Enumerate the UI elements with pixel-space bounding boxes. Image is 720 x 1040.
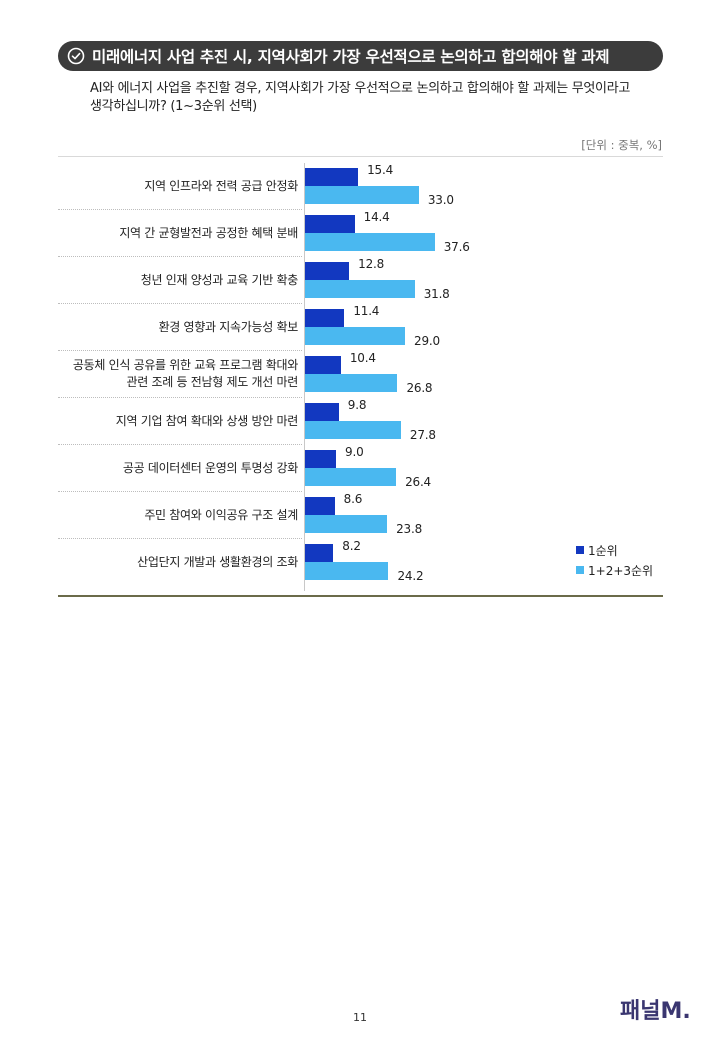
value-label-rank1: 14.4 — [363, 210, 390, 224]
bar-rank1 — [305, 262, 350, 280]
bar-rank123 — [305, 515, 388, 533]
bar-rank1 — [305, 544, 334, 562]
legend-swatch-rank123 — [576, 566, 584, 574]
value-label-rank123: 31.8 — [423, 287, 450, 301]
bar-rank123 — [305, 374, 398, 392]
row-separator — [58, 397, 302, 398]
legend-label-rank1: 1순위 — [588, 543, 618, 558]
legend-label-rank123: 1+2+3순위 — [588, 563, 654, 578]
value-label-rank123: 27.8 — [409, 428, 436, 442]
value-label-rank1: 12.8 — [358, 257, 385, 271]
value-label-rank123: 26.4 — [405, 475, 431, 489]
unit-label: [단위 : 중복, %] — [581, 138, 662, 152]
value-label-rank1: 9.0 — [345, 445, 364, 459]
bar-rank1 — [305, 215, 355, 233]
chart-bottom-rule — [58, 595, 663, 597]
category-label: 지역 간 균형발전과 공정한 혜택 분배 — [119, 225, 298, 240]
value-label-rank123: 29.0 — [414, 334, 440, 348]
value-label-rank123: 23.8 — [396, 522, 423, 536]
value-label-rank1: 10.4 — [349, 351, 376, 365]
page-number: 11 — [353, 1011, 367, 1024]
panel-m-logo-mark: 패널M. — [620, 999, 691, 1024]
value-label-rank1: 9.8 — [347, 398, 367, 412]
bar-rank1 — [305, 450, 337, 468]
title-bar: 미래에너지 사업 추진 시, 지역사회가 가장 우선적으로 논의하고 합의해야 … — [58, 41, 663, 71]
legend-item-rank1: 1순위 — [576, 540, 653, 560]
chart-legend: 1순위 1+2+3순위 — [576, 540, 653, 580]
survey-question: AI와 에너지 사업을 추진할 경우, 지역사회가 가장 우선적으로 논의하고 … — [90, 81, 631, 114]
bar-rank1 — [305, 309, 345, 327]
bar-rank1 — [305, 168, 359, 186]
value-label-rank123: 37.6 — [443, 240, 470, 254]
bar-rank1 — [305, 356, 341, 374]
value-label-rank1: 8.6 — [343, 492, 363, 506]
bar-rank123 — [305, 280, 415, 298]
bar-rank1 — [305, 497, 335, 515]
legend-item-rank123: 1+2+3순위 — [576, 560, 653, 580]
row-separator — [58, 256, 302, 257]
value-label-rank123: 33.0 — [427, 193, 454, 207]
category-label: 공동체 인식 공유를 위한 교육 프로그램 확대와 관련 조례 등 전남형 제도… — [72, 358, 298, 389]
row-separator — [58, 491, 302, 492]
bar-rank123 — [305, 421, 401, 439]
check-circle-icon — [67, 47, 85, 65]
category-label: 청년 인재 양성과 교육 기반 확충 — [140, 272, 299, 287]
value-label-rank123: 24.2 — [397, 569, 424, 583]
panel-m-logo: 패널M. — [620, 994, 706, 1026]
row-separator — [58, 538, 302, 539]
chart-top-rule — [58, 156, 663, 157]
row-separator — [58, 350, 302, 351]
bar-rank123 — [305, 327, 406, 345]
value-label-rank123: 26.8 — [406, 381, 433, 395]
category-label: 환경 영향과 지속가능성 확보 — [158, 319, 299, 334]
chart-title: 미래에너지 사업 추진 시, 지역사회가 가장 우선적으로 논의하고 합의해야 … — [92, 48, 610, 66]
value-label-rank1: 11.4 — [353, 304, 380, 318]
row-separator — [58, 303, 302, 304]
value-label-rank1: 15.4 — [367, 163, 394, 177]
row-separator — [58, 209, 302, 210]
legend-swatch-rank1 — [576, 546, 584, 554]
category-label: 산업단지 개발과 생활환경의 조화 — [137, 554, 298, 569]
category-label: 공공 데이터센터 운영의 투명성 강화 — [122, 460, 298, 475]
category-label: 주민 참여와 이익공유 구조 설계 — [144, 507, 298, 522]
category-axis-line — [304, 163, 305, 591]
value-label-rank1: 8.2 — [342, 539, 361, 553]
category-label: 지역 인프라와 전력 공급 안정화 — [144, 178, 298, 193]
category-label: 지역 기업 참여 확대와 상생 방안 마련 — [115, 413, 299, 428]
bar-rank123 — [305, 233, 435, 251]
logo-text: 패널M. — [620, 999, 691, 1024]
row-separator — [58, 444, 302, 445]
bar-rank123 — [305, 468, 397, 486]
bar-rank123 — [305, 186, 419, 204]
bar-rank123 — [305, 562, 389, 580]
bar-rank1 — [305, 403, 339, 421]
